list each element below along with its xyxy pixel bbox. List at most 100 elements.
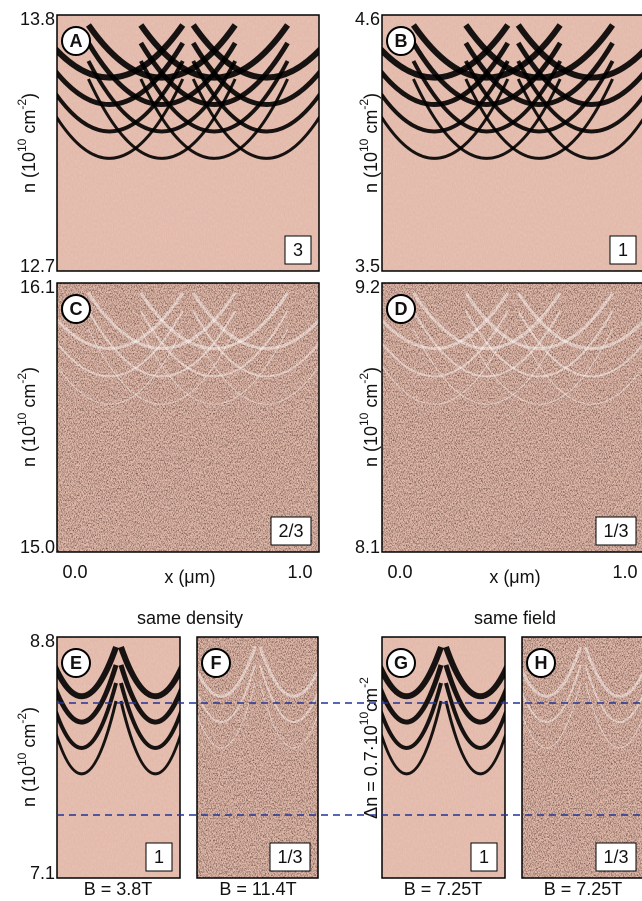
fringe bbox=[139, 78, 289, 160]
fringe bbox=[57, 23, 186, 81]
panel-frame bbox=[56, 636, 181, 879]
panel: B1 bbox=[381, 14, 642, 272]
y-axis-label-part: n (10 bbox=[361, 426, 381, 467]
fringe bbox=[139, 60, 290, 134]
fringe bbox=[382, 41, 510, 108]
fringe bbox=[584, 664, 642, 724]
fringe bbox=[382, 664, 444, 725]
fringe bbox=[412, 78, 562, 160]
y-tick-label: 8.1 bbox=[355, 537, 380, 557]
fringe bbox=[516, 292, 642, 351]
fringe bbox=[57, 41, 185, 108]
fringe bbox=[412, 292, 562, 351]
panel-tag-box bbox=[609, 235, 637, 265]
fringe bbox=[197, 646, 257, 698]
fringe bbox=[412, 310, 562, 378]
fringe bbox=[517, 310, 642, 378]
y-axis-label-part: -2 bbox=[15, 713, 29, 724]
fringe bbox=[382, 328, 509, 405]
field-label: B = 3.8T bbox=[84, 879, 153, 899]
fringe bbox=[118, 664, 180, 725]
fringe bbox=[57, 78, 185, 160]
panel-letter-circle bbox=[386, 26, 416, 56]
x-tick-label: 1.0 bbox=[612, 562, 637, 582]
panel: E1 bbox=[56, 636, 181, 879]
fringe bbox=[464, 78, 614, 160]
fringe bbox=[140, 328, 289, 405]
fringe bbox=[118, 646, 180, 699]
panel-tag: 1 bbox=[479, 847, 489, 867]
fringe bbox=[138, 41, 290, 108]
fringe bbox=[516, 78, 642, 160]
fringe bbox=[382, 310, 509, 378]
panel-tag-box bbox=[270, 516, 312, 546]
fringe bbox=[57, 700, 118, 776]
fringe bbox=[516, 60, 642, 134]
y-axis-label-part: cm bbox=[19, 384, 39, 413]
panel: H 1/3 bbox=[521, 636, 642, 879]
panel-tag-box bbox=[470, 842, 498, 872]
fringe bbox=[584, 646, 642, 698]
heading: same field bbox=[474, 608, 556, 628]
panel-letter-circle bbox=[61, 26, 91, 56]
fringe bbox=[192, 328, 319, 405]
fringe bbox=[258, 664, 318, 724]
panel: F 1/3 bbox=[196, 636, 319, 879]
y-tick-label: 12.7 bbox=[20, 256, 55, 276]
fringe bbox=[522, 682, 582, 749]
fringe bbox=[444, 682, 505, 750]
y-axis-label-part: 10 bbox=[357, 138, 371, 152]
field-label: B = 7.25T bbox=[544, 879, 623, 899]
fringe bbox=[57, 664, 119, 725]
panel-frame bbox=[56, 282, 320, 553]
fringe bbox=[87, 328, 236, 405]
fringe bbox=[191, 60, 319, 134]
heading: same density bbox=[137, 608, 243, 628]
panel-speckle bbox=[382, 283, 642, 552]
field-label: B = 7.25T bbox=[404, 879, 483, 899]
y-axis-label-part: ) bbox=[361, 367, 381, 373]
panel-tag-box bbox=[595, 842, 637, 872]
fringe bbox=[190, 23, 319, 81]
panel: G1 bbox=[381, 636, 506, 879]
y-axis-label-part: -2 bbox=[357, 99, 371, 110]
fringe bbox=[516, 41, 642, 108]
fringe bbox=[191, 78, 319, 160]
fringe bbox=[515, 23, 642, 81]
y-axis-label: n (1010 cm-2) bbox=[357, 93, 381, 193]
panel-letter: F bbox=[211, 653, 222, 673]
fringe bbox=[463, 41, 615, 108]
fringe bbox=[259, 682, 318, 749]
y-tick-label: 8.8 bbox=[30, 631, 55, 651]
fringe bbox=[382, 700, 443, 776]
fringe bbox=[443, 664, 505, 725]
y-axis-label: n (1010 cm-2) bbox=[15, 707, 39, 807]
panel-tag: 1/3 bbox=[603, 521, 628, 541]
panel: A3 bbox=[56, 14, 320, 272]
fringe bbox=[522, 646, 582, 698]
fringe bbox=[57, 310, 184, 378]
y-axis-label-part: n (10 bbox=[361, 152, 381, 193]
panel-tag: 1/3 bbox=[603, 847, 628, 867]
y-axis-label-part: -2 bbox=[357, 677, 371, 688]
fringe bbox=[119, 700, 180, 776]
x-tick-label: 0.0 bbox=[387, 562, 412, 582]
y-axis-label-part: -2 bbox=[357, 373, 371, 384]
y-axis-label-part: ) bbox=[19, 707, 39, 713]
y-axis-label-part: cm bbox=[361, 110, 381, 139]
panel-image bbox=[57, 283, 319, 552]
y-axis-label-part: -2 bbox=[15, 373, 29, 384]
y-axis-label-part: ) bbox=[361, 93, 381, 99]
panel-tag: 3 bbox=[293, 240, 303, 260]
fringe bbox=[411, 60, 562, 134]
panel-frame bbox=[381, 282, 642, 553]
y-tick-label: 9.2 bbox=[355, 277, 380, 297]
panel-letter: A bbox=[70, 31, 83, 51]
panel-tag-box bbox=[145, 842, 173, 872]
y-tick-label: 4.6 bbox=[355, 9, 380, 29]
panel-letter: G bbox=[394, 653, 408, 673]
panel-speckle bbox=[57, 283, 319, 552]
fringe bbox=[463, 23, 616, 81]
panel-frame bbox=[196, 636, 319, 879]
panel-letter-circle bbox=[61, 648, 91, 678]
